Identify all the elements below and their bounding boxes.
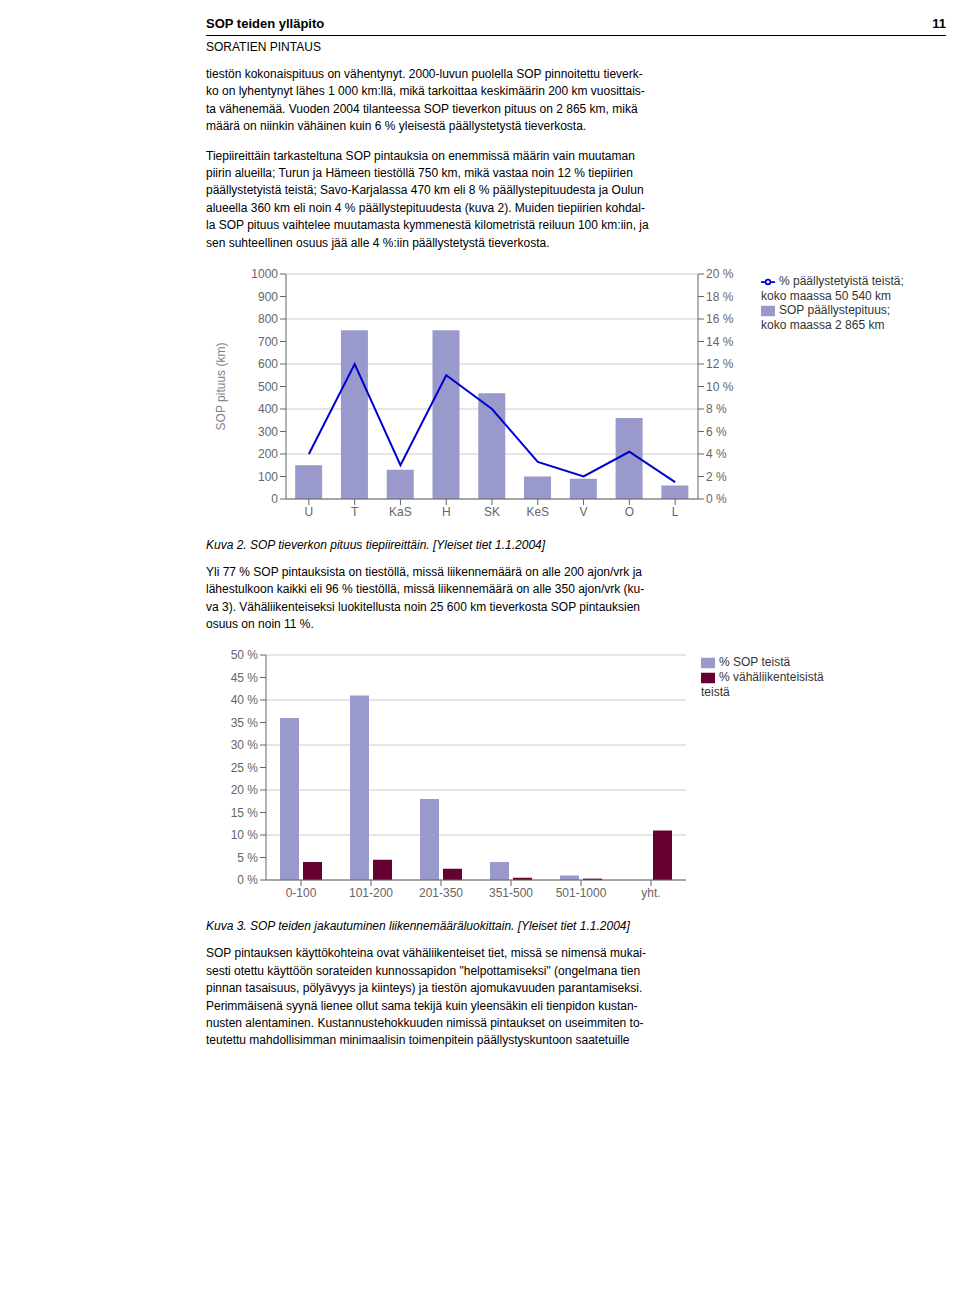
svg-text:50 %: 50 % (231, 649, 259, 663)
html-text:SOP teiden ylläpito: SOP teiden ylläpito (206, 16, 325, 31)
svg-text:0-100: 0-100 (286, 886, 317, 900)
svg-text:400: 400 (258, 402, 278, 416)
svg-text:500: 500 (258, 380, 278, 394)
html-text:SOP päällystepituus; koko maas: SOP päällystepituus; koko maassa 2 865 k… (761, 302, 891, 332)
svg-text:0: 0 (271, 492, 278, 506)
svg-text:20 %: 20 % (706, 267, 734, 281)
svg-text:SK: SK (484, 504, 500, 518)
html-text:Tiepiireittäin tarkasteltuna S: Tiepiireittäin tarkasteltuna SOP pintauk… (206, 148, 649, 250)
svg-text:10 %: 10 % (231, 829, 259, 843)
html-text:% SOP teistä: % SOP teistä (719, 655, 791, 670)
svg-text:5 %: 5 % (237, 851, 258, 865)
svg-text:25 %: 25 % (231, 761, 259, 775)
svg-text:501-1000: 501-1000 (556, 886, 607, 900)
svg-text:101-200: 101-200 (349, 886, 393, 900)
svg-text:14 %: 14 % (706, 335, 734, 349)
svg-text:H: H (442, 504, 451, 518)
svg-text:0 %: 0 % (706, 492, 727, 506)
svg-text:351-500: 351-500 (489, 886, 533, 900)
svg-text:KaS: KaS (389, 504, 412, 518)
svg-text:40 %: 40 % (231, 694, 259, 708)
svg-text:yht.: yht. (641, 886, 660, 900)
svg-text:20 %: 20 % (231, 784, 259, 798)
svg-text:201-350: 201-350 (419, 886, 463, 900)
svg-text:200: 200 (258, 447, 278, 461)
html-text:tiestön kokonaispituus on vähe: tiestön kokonaispituus on vähentynyt. 20… (206, 67, 645, 134)
svg-text:900: 900 (258, 290, 278, 304)
svg-text:16 %: 16 % (706, 312, 734, 326)
svg-text:600: 600 (258, 357, 278, 371)
svg-text:10 %: 10 % (706, 380, 734, 394)
svg-text:12 %: 12 % (706, 357, 734, 371)
svg-text:4 %: 4 % (706, 447, 727, 461)
svg-text:15 %: 15 % (231, 806, 259, 820)
svg-text:700: 700 (258, 335, 278, 349)
svg-text:0 %: 0 % (237, 874, 258, 888)
svg-text:6 %: 6 % (706, 425, 727, 439)
svg-text:100: 100 (258, 470, 278, 484)
svg-text:L: L (672, 504, 679, 518)
svg-text:8 %: 8 % (706, 402, 727, 416)
html-text:Kuva 3. SOP teiden jakautumine: Kuva 3. SOP teiden jakautuminen liikenne… (206, 919, 630, 934)
svg-text:30 %: 30 % (231, 739, 259, 753)
svg-text:T: T (351, 504, 359, 518)
svg-text:V: V (580, 504, 588, 518)
html-text:SORATIEN PINTAUS: SORATIEN PINTAUS (206, 40, 321, 54)
html-text:SOP pintauksen käyttökohteina: SOP pintauksen käyttökohteina ovat vähäl… (206, 946, 646, 1048)
svg-text:KeS: KeS (526, 504, 549, 518)
svg-text:2 %: 2 % (706, 470, 727, 484)
html-text:% päällystetyistä teistä; koko: % päällystetyistä teistä; koko maassa 50… (761, 273, 904, 303)
svg-text:18 %: 18 % (706, 290, 734, 304)
svg-text:1000: 1000 (251, 267, 278, 281)
svg-text:35 %: 35 % (231, 716, 259, 730)
svg-text:O: O (625, 504, 634, 518)
svg-text:SOP pituus (km): SOP pituus (km) (214, 343, 228, 431)
svg-text:U: U (305, 504, 314, 518)
svg-text:800: 800 (258, 312, 278, 326)
html-text:Yli 77 % SOP pintauksista on t: Yli 77 % SOP pintauksista on tiestöllä, … (206, 564, 645, 632)
svg-text:300: 300 (258, 425, 278, 439)
svg-text:45 %: 45 % (231, 671, 259, 685)
html-text:% vähäliikenteisistä teistä: % vähäliikenteisistä teistä (701, 670, 824, 700)
html-text:Kuva 2. SOP tieverkon pituus t: Kuva 2. SOP tieverkon pituus tiepiireitt… (206, 537, 546, 552)
html-text:11: 11 (932, 16, 946, 31)
